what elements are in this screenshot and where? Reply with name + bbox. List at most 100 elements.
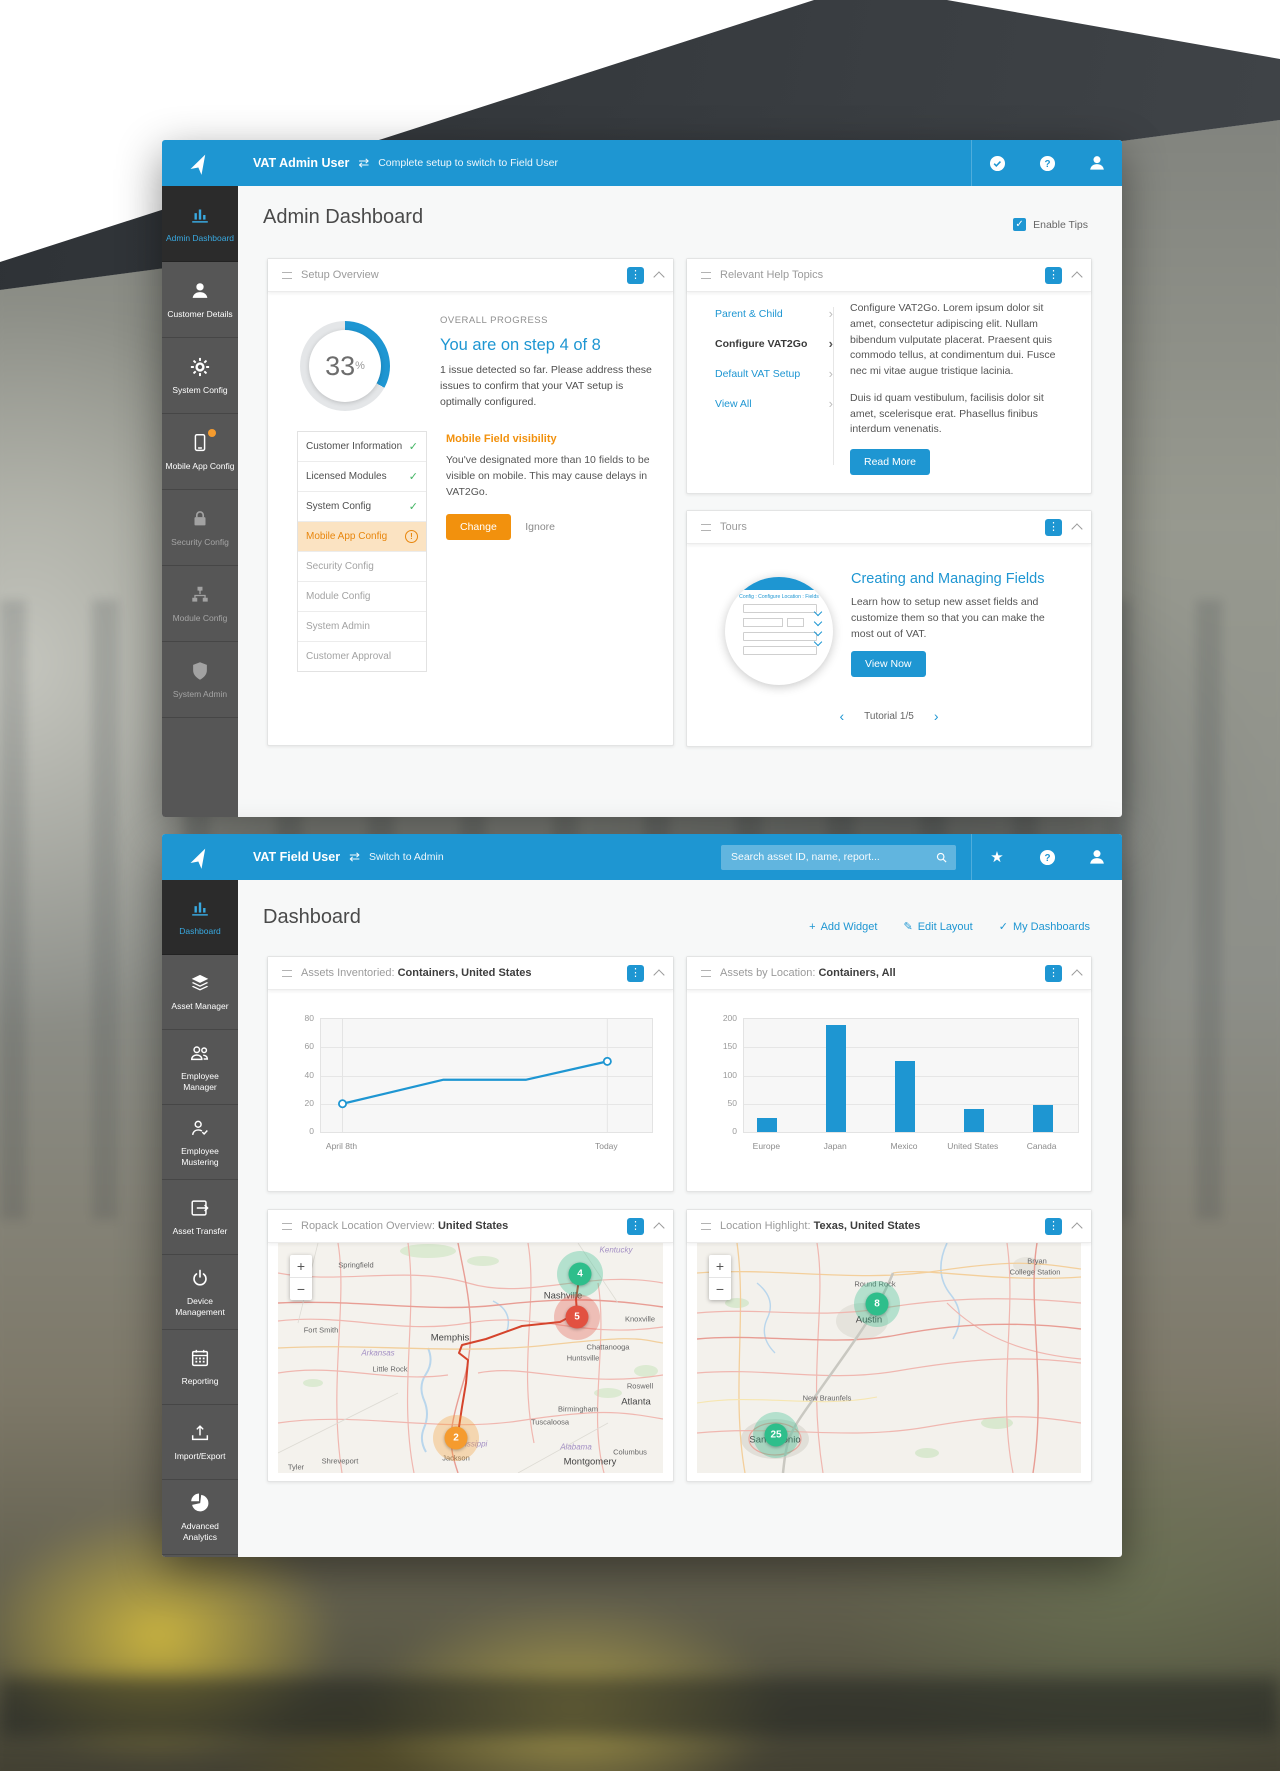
sidebar-item-advanced-analytics[interactable]: Advanced Analytics — [162, 1480, 238, 1555]
help-icon[interactable]: ? — [1022, 140, 1072, 186]
map-marker-4[interactable]: 4 — [568, 1262, 592, 1286]
kebab-menu-icon[interactable]: ⋮ — [627, 1217, 644, 1235]
drag-handle-icon[interactable] — [701, 1222, 711, 1230]
sidebar-item-system-config[interactable]: System Config — [162, 338, 238, 414]
account-icon[interactable] — [1072, 834, 1122, 880]
map-marker-25[interactable]: 25 — [764, 1423, 788, 1447]
kebab-menu-icon[interactable]: ⋮ — [1045, 518, 1062, 536]
sidebar-item-label: Employee Manager — [181, 1070, 219, 1092]
setup-step-system-admin[interactable]: System Admin — [298, 612, 426, 642]
drag-handle-icon[interactable] — [701, 271, 711, 279]
sidebar-item-mobile-app-config[interactable]: Mobile App Config — [162, 414, 238, 490]
favorites-star-icon[interactable]: ★ — [990, 849, 1004, 866]
thumb-row — [743, 618, 817, 627]
swap-mode-icon[interactable]: ⇄ — [349, 849, 360, 864]
card-title: Ropack Location Overview: United States — [301, 1220, 509, 1232]
bar-united-states — [963, 1109, 984, 1132]
app-logo[interactable] — [162, 834, 238, 880]
sidebar-item-label: Module Config — [172, 612, 228, 623]
collapse-caret-icon[interactable] — [653, 968, 665, 981]
texas-map[interactable]: Bryan College Station Round Rock Austin New … — [697, 1243, 1081, 1473]
collapse-caret-icon[interactable] — [1071, 270, 1083, 283]
setup-step-mobile-app-config[interactable]: Mobile App Config! — [298, 522, 426, 552]
read-more-button[interactable]: Read More — [850, 449, 930, 475]
map-marker-5[interactable]: 5 — [565, 1305, 589, 1329]
sidebar-item-security-config[interactable]: Security Config — [162, 490, 238, 566]
assets-inventoried-card: Assets Inventoried: Containers, United S… — [267, 956, 674, 1192]
help-link-configure-vat2go[interactable]: Configure VAT2Go › — [715, 337, 833, 350]
chevron-left-icon[interactable]: ‹ — [839, 708, 845, 724]
zoom-in-button[interactable]: + — [709, 1255, 731, 1278]
collapse-caret-icon[interactable] — [653, 270, 665, 283]
sidebar-item-import-export[interactable]: Import/Export — [162, 1405, 238, 1480]
sidebar-item-device-management[interactable]: Device Management — [162, 1255, 238, 1330]
sidebar-item-employee-manager[interactable]: Employee Manager — [162, 1030, 238, 1105]
sidebar-item-asset-transfer[interactable]: Asset Transfer — [162, 1180, 238, 1255]
drag-handle-icon[interactable] — [282, 1222, 292, 1230]
card-title: Setup Overview — [301, 269, 379, 281]
zoom-out-button[interactable]: − — [715, 1281, 725, 1297]
collapse-caret-icon[interactable] — [1071, 968, 1083, 981]
help-link-view-all[interactable]: View All › — [715, 397, 833, 410]
view-now-button[interactable]: View Now — [851, 651, 926, 677]
my-dashboards-button[interactable]: ✓ My Dashboards — [999, 920, 1090, 934]
help-link-label: Configure VAT2Go — [715, 337, 808, 350]
change-button[interactable]: Change — [446, 514, 511, 541]
add-widget-button[interactable]: + Add Widget — [809, 920, 877, 933]
kebab-menu-icon[interactable]: ⋮ — [1045, 1217, 1062, 1235]
drag-handle-icon[interactable] — [701, 523, 711, 531]
issue-body: You've designated more than 10 fields to… — [446, 454, 650, 498]
kebab-menu-icon[interactable]: ⋮ — [627, 964, 644, 982]
collapse-caret-icon[interactable] — [653, 1221, 665, 1234]
sidebar-item-dashboard[interactable]: Dashboard — [162, 880, 238, 955]
pencil-icon: ✎ — [903, 921, 913, 933]
drag-handle-icon[interactable] — [701, 969, 711, 977]
tour-thumbnail[interactable]: Config : Configure Location : Fields — [725, 577, 833, 685]
us-map[interactable]: Springfield Fort Smith Arkansas Little Rock… — [278, 1243, 663, 1473]
setup-step-customer-information[interactable]: Customer Information ✓ — [298, 432, 426, 462]
sidebar-item-system-admin[interactable]: System Admin — [162, 642, 238, 718]
kebab-menu-icon[interactable]: ⋮ — [1045, 266, 1062, 284]
edit-layout-button[interactable]: ✎ Edit Layout — [903, 920, 972, 934]
help-link-parent-child[interactable]: Parent & Child › — [715, 307, 833, 320]
enable-tips-checkbox[interactable]: ✓ — [1013, 218, 1027, 231]
kebab-menu-icon[interactable]: ⋮ — [1045, 964, 1062, 982]
sidebar-item-reporting[interactable]: Reporting — [162, 1330, 238, 1405]
account-icon[interactable] — [1072, 140, 1122, 186]
setup-step-licensed-modules[interactable]: Licensed Modules ✓ — [298, 462, 426, 492]
setup-step-security-config[interactable]: Security Config — [298, 552, 426, 582]
verified-badge-icon[interactable] — [972, 140, 1022, 186]
setup-step-system-config[interactable]: System Config ✓ — [298, 492, 426, 522]
mode-hint: Complete setup to switch to Field User — [378, 157, 558, 169]
map-marker-2[interactable]: 2 — [444, 1426, 468, 1450]
swap-mode-icon[interactable]: ⇄ — [358, 155, 370, 170]
setup-step-customer-approval[interactable]: Customer Approval — [298, 642, 426, 671]
card-tools: ⋮ — [627, 1217, 665, 1235]
search-icon[interactable] — [935, 851, 948, 864]
thumb-input — [743, 632, 817, 641]
ignore-button[interactable]: Ignore — [515, 514, 565, 540]
drag-handle-icon[interactable] — [282, 969, 292, 977]
drag-handle-icon[interactable] — [282, 271, 292, 279]
switch-to-admin-link[interactable]: Switch to Admin — [368, 851, 444, 863]
chevron-right-icon[interactable]: › — [933, 708, 939, 724]
app-logo[interactable] — [162, 140, 238, 186]
sidebar-item-asset-manager[interactable]: Asset Manager — [162, 955, 238, 1030]
sidebar-item-admin-dashboard[interactable]: Admin Dashboard — [162, 186, 238, 262]
help-icon[interactable]: ? — [1022, 834, 1072, 880]
setup-step-module-config[interactable]: Module Config — [298, 582, 426, 612]
kebab-menu-icon[interactable]: ⋮ — [627, 266, 644, 284]
zoom-out-button[interactable]: − — [296, 1281, 306, 1297]
collapse-caret-icon[interactable] — [1071, 1221, 1083, 1234]
help-link-default-vat-setup[interactable]: Default VAT Setup › — [715, 367, 833, 380]
sidebar-item-employee-mustering[interactable]: Employee Mustering — [162, 1105, 238, 1180]
sidebar-item-customer-details[interactable]: Customer Details — [162, 262, 238, 338]
search-input[interactable] — [729, 850, 935, 864]
map-marker-8[interactable]: 8 — [865, 1292, 889, 1316]
collapse-caret-icon[interactable] — [1071, 522, 1083, 535]
help-link-label: Default VAT Setup — [715, 367, 801, 380]
zoom-in-button[interactable]: + — [290, 1255, 312, 1278]
sitemap-icon — [188, 583, 212, 607]
card-title: Assets Inventoried: Containers, United S… — [301, 967, 532, 979]
sidebar-item-module-config[interactable]: Module Config — [162, 566, 238, 642]
